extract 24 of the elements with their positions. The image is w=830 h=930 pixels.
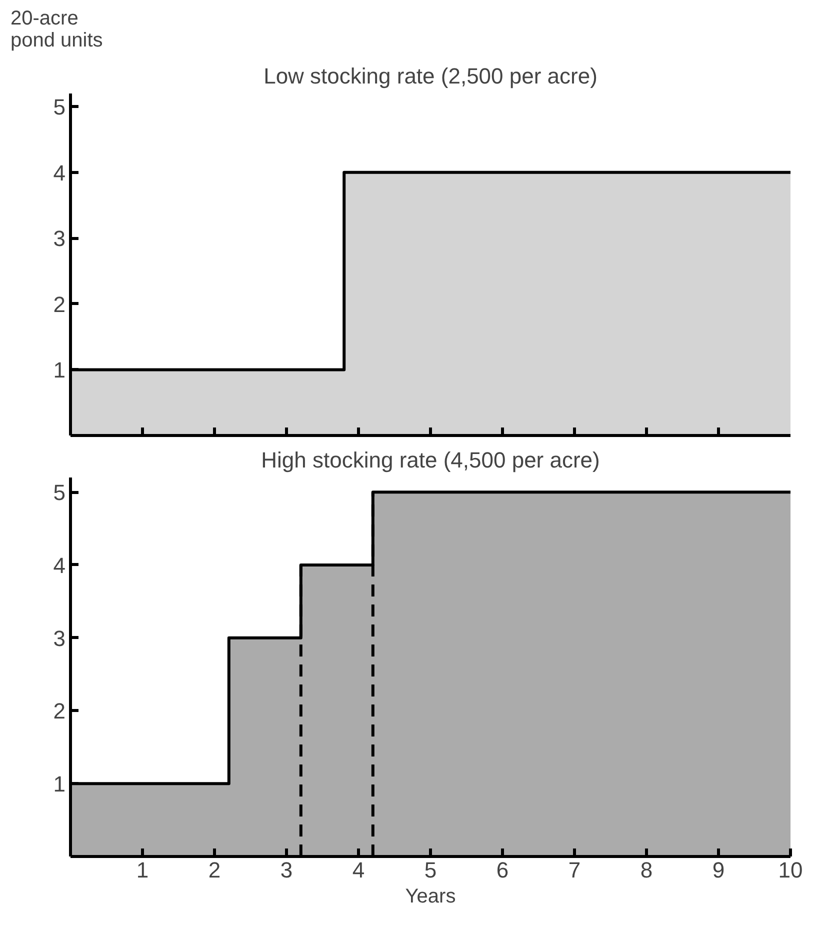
y-tick-label: 5 <box>53 480 66 506</box>
x-tick-label: 1 <box>136 858 149 882</box>
x-tick-label: 7 <box>568 858 581 882</box>
y-tick-label: 2 <box>53 292 66 317</box>
y-axis-title: 20-acre pond units <box>10 8 103 52</box>
x-tick-label: 8 <box>640 858 653 882</box>
chart-title: Low stocking rate (2,500 per acre) <box>264 64 598 88</box>
y-tick-label: 2 <box>53 698 66 724</box>
x-tick-label: 2 <box>208 858 221 882</box>
x-tick-label: 9 <box>712 858 725 882</box>
chart-title: High stocking rate (4,500 per acre) <box>261 448 600 472</box>
y-tick-label: 4 <box>53 160 66 186</box>
y-tick-label: 3 <box>53 226 66 252</box>
y-tick-label: 3 <box>53 626 66 651</box>
y-tick-label: 4 <box>53 552 66 578</box>
y-tick-label: 5 <box>53 94 66 120</box>
x-tick-label: 4 <box>352 858 365 882</box>
x-axis-title: Years <box>405 886 456 908</box>
x-tick-label: 3 <box>280 858 293 882</box>
x-tick-label: 10 <box>778 858 803 882</box>
y-tick-label: 1 <box>53 772 66 797</box>
x-tick-label: 6 <box>496 858 509 882</box>
y-tick-label: 1 <box>53 358 66 383</box>
x-tick-label: 5 <box>424 858 437 882</box>
